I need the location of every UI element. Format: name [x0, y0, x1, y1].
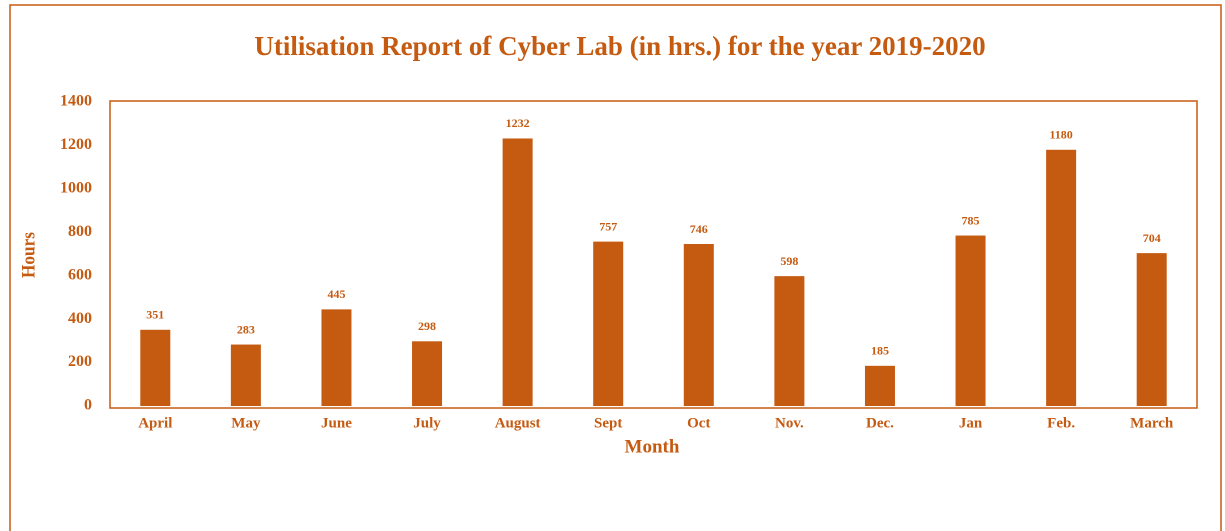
data-label: 746 — [690, 222, 708, 236]
data-label: 785 — [962, 213, 980, 227]
bar — [502, 138, 533, 407]
x-tick-label: August — [495, 415, 541, 431]
data-label: 1180 — [1049, 128, 1072, 142]
data-label: 1232 — [506, 116, 530, 130]
bar — [774, 276, 805, 406]
bar — [593, 241, 624, 406]
data-label: 704 — [1143, 231, 1161, 245]
y-tick-label: 1400 — [60, 93, 92, 110]
bar — [412, 341, 443, 406]
x-tick-label: Feb. — [1047, 415, 1075, 431]
bar — [230, 344, 261, 406]
x-tick-label: July — [413, 415, 441, 431]
data-label: 185 — [871, 344, 889, 358]
data-label: 351 — [146, 308, 164, 322]
data-label: 598 — [780, 254, 798, 268]
bar — [955, 235, 986, 406]
x-tick-label: April — [138, 415, 172, 431]
bar — [1046, 149, 1077, 406]
bar — [683, 244, 714, 406]
y-tick-label: 200 — [68, 353, 92, 370]
bar — [864, 365, 895, 406]
x-tick-label: Dec. — [866, 415, 894, 431]
bar — [321, 309, 352, 406]
x-tick-label: March — [1130, 415, 1174, 431]
y-tick-label: 1000 — [60, 180, 92, 197]
bar — [1136, 253, 1167, 406]
x-tick-label: May — [231, 415, 261, 431]
data-label: 757 — [599, 219, 617, 233]
bar — [140, 329, 171, 406]
y-tick-label: 0 — [84, 397, 92, 414]
plot-frame — [109, 100, 1198, 409]
y-tick-label: 800 — [68, 223, 92, 240]
y-tick-label: 600 — [68, 266, 92, 283]
x-tick-label: Jan — [959, 415, 983, 431]
y-axis-label: Hours — [18, 232, 39, 278]
x-tick-label: Sept — [594, 415, 622, 431]
chart-title: Utilisation Report of Cyber Lab (in hrs.… — [254, 31, 986, 61]
data-label: 298 — [418, 319, 436, 333]
chart-frame — [9, 4, 1222, 531]
x-tick-label: Nov. — [775, 415, 804, 431]
data-label: 445 — [327, 287, 345, 301]
y-tick-label: 1200 — [60, 136, 92, 153]
y-tick-label: 400 — [68, 310, 92, 327]
x-tick-label: Oct — [687, 415, 710, 431]
data-label: 283 — [237, 322, 255, 336]
x-axis-label: Month — [625, 436, 680, 457]
x-tick-label: June — [321, 415, 352, 431]
